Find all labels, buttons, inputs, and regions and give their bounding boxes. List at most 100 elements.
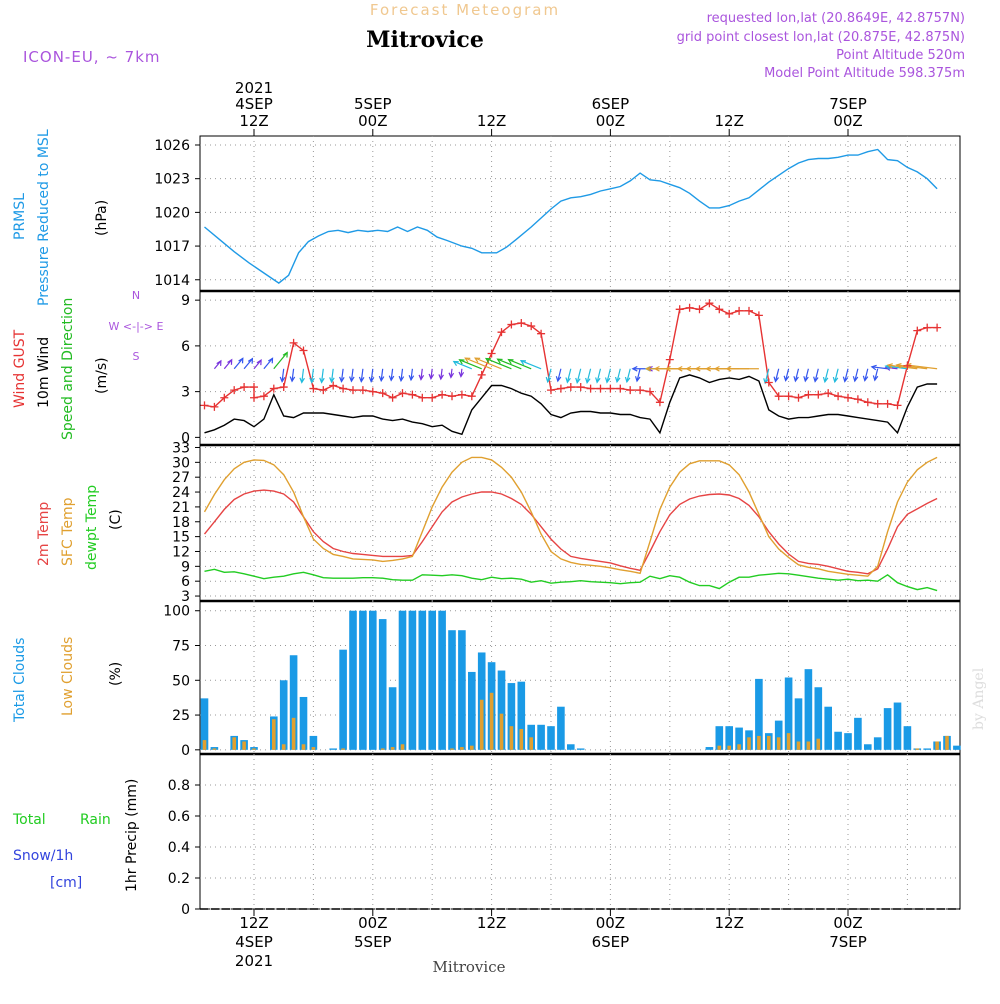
low-cloud-bar: [796, 741, 801, 750]
wind-arrow: [263, 357, 273, 370]
grid-coords: grid point closest lon,lat (20.875E, 42.…: [677, 30, 965, 45]
y-tick-label: 100: [163, 604, 190, 620]
total-cloud-bar: [873, 737, 882, 750]
x-tick-label-day: 6SEP: [592, 933, 630, 951]
wind-arrow-head: [905, 362, 912, 369]
total-cloud-bar: [349, 610, 357, 750]
label-dir: Speed and Direction: [60, 298, 76, 440]
wind-arrow-head: [238, 357, 244, 364]
precip-labels: Total Rain Snow/1h [cm] 1hr Precip (mm): [12, 779, 140, 892]
gust-marker: [923, 323, 932, 332]
total-cloud-bar: [458, 630, 466, 750]
wind-arrow-head: [388, 375, 395, 382]
total-cloud-bar: [378, 619, 387, 750]
wind-arrow-head: [872, 375, 879, 382]
gust-marker: [250, 383, 258, 392]
gust-marker: [349, 386, 357, 395]
gust-marker: [507, 320, 516, 329]
gust-marker: [487, 349, 496, 358]
gust-marker: [824, 389, 833, 398]
gust-marker: [408, 390, 417, 399]
x-tick-label-hour: 00Z: [596, 112, 625, 130]
wind-arrow: [465, 357, 492, 370]
label-sfc-temp: SFC Temp: [60, 497, 76, 566]
low-cloud-bar: [767, 735, 771, 750]
gust-marker: [655, 398, 664, 407]
wind-arrow: [430, 368, 433, 379]
label-precip-unit: 1hr Precip (mm): [124, 779, 140, 892]
y-tick-label: 1017: [154, 239, 190, 255]
gust-marker: [844, 393, 852, 402]
gust-marker: [477, 370, 486, 379]
y-tick-label: 0.2: [168, 871, 190, 887]
gust-marker: [834, 392, 843, 401]
gust-marker: [358, 386, 367, 395]
low-cloud-bar: [400, 744, 405, 750]
gust-marker: [319, 386, 328, 395]
y-tick-label: 6: [181, 339, 190, 355]
wind-labels: Wind GUST 10m Wind Speed and Direction (…: [12, 289, 163, 440]
label-hpa: (hPa): [94, 200, 110, 236]
wind-arrow: [450, 368, 453, 378]
gust-marker: [547, 386, 555, 395]
panel-frame-1: [199, 290, 961, 446]
wind-arrow-head: [378, 375, 385, 383]
low-cloud-bar: [816, 738, 821, 750]
y-tick-label: 0.6: [168, 809, 190, 825]
wind-arrow-head: [319, 377, 325, 384]
total-cloud-bar: [398, 610, 407, 750]
wind-arrow: [864, 368, 869, 381]
low-cloud-bar: [301, 744, 306, 750]
wind-arrow-head: [694, 365, 701, 372]
gust-marker: [626, 386, 635, 395]
temp-2m-line: [203, 489, 938, 575]
gust-marker: [309, 384, 318, 393]
gust-marker: [289, 338, 298, 347]
low-cloud-bar: [747, 737, 751, 750]
total-cloud-bar: [359, 610, 367, 750]
gust-marker: [329, 381, 338, 390]
total-cloud-bar: [448, 630, 456, 750]
x-tick-label-day: 7SEP: [829, 95, 867, 113]
wind-arrow-head: [289, 376, 296, 383]
compass-we: W <-|-> E: [109, 320, 164, 333]
panel-frame-4: [199, 753, 961, 910]
gust-marker: [774, 392, 783, 401]
gust-marker: [616, 384, 625, 393]
total-cloud-bar: [418, 610, 427, 750]
gust-marker: [279, 383, 288, 392]
wind-arrow-head: [664, 365, 671, 372]
gust-marker: [210, 402, 219, 411]
x-tick-label-day: 6SEP: [592, 95, 630, 113]
temp-sfc-line: [203, 456, 938, 577]
label-percent: (%): [108, 662, 124, 686]
wind-arrow-head: [713, 365, 720, 372]
wind-arrow-head: [329, 377, 335, 384]
page-title: Mitrovice: [366, 27, 484, 53]
wind-arrow-head: [852, 376, 859, 383]
gust-marker: [428, 393, 437, 402]
wind-arrow: [896, 364, 928, 370]
gust-marker: [883, 399, 892, 408]
total-cloud-bar: [200, 698, 209, 750]
total-cloud-bar: [497, 670, 506, 750]
subtitle: Forecast Meteogram: [370, 1, 560, 19]
gust-marker: [299, 346, 308, 355]
wind-arrow: [281, 368, 285, 382]
x-tick-label-day: 5SEP: [354, 933, 392, 951]
y-tick-label: 21: [172, 500, 190, 516]
wind-arrow-head: [773, 376, 779, 383]
label-2m-temp: 2m Temp: [36, 502, 52, 566]
wind-arrow-head: [585, 377, 591, 384]
wind-arrow-head: [842, 376, 849, 383]
wind-arrow-head: [267, 357, 274, 364]
wind-arrow-head: [822, 376, 829, 384]
wind-arrow: [233, 357, 244, 370]
total-cloud-bar: [725, 726, 733, 750]
wind-arrow-head: [704, 365, 712, 372]
wind-arrow-head: [279, 376, 286, 383]
y-tick-label: 18: [172, 515, 190, 531]
y-tick-label: 30: [172, 455, 190, 471]
wind-speed-line: [204, 374, 938, 436]
wind-arrow: [576, 368, 582, 383]
